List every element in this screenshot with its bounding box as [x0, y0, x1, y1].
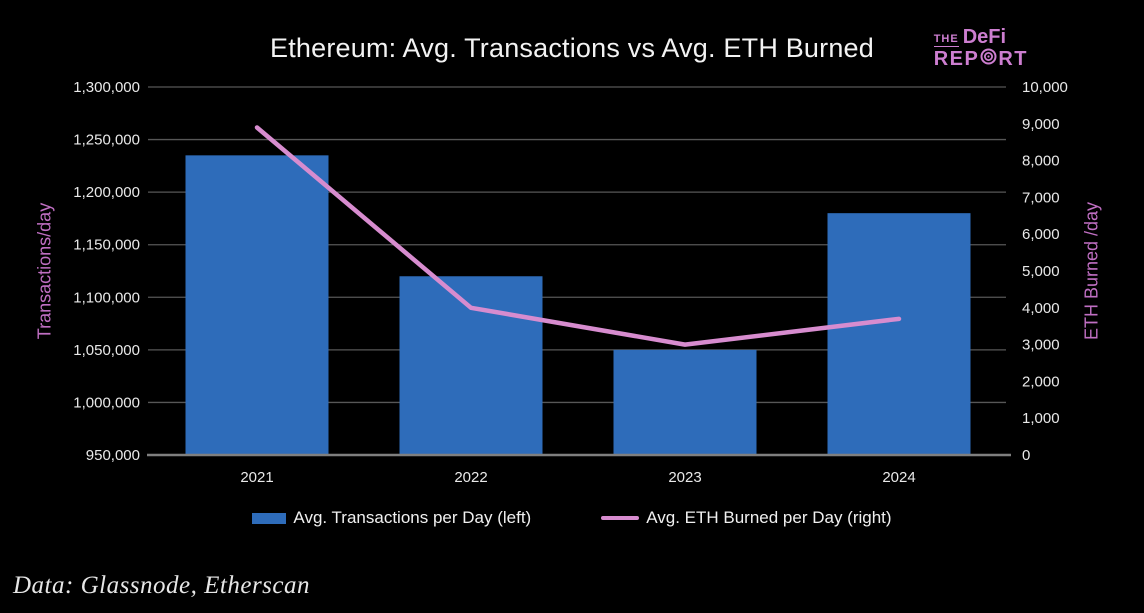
right-tick-label: 7,000 — [1022, 189, 1060, 206]
right-tick-label: 0 — [1022, 447, 1030, 464]
left-tick-label: 1,050,000 — [73, 342, 140, 359]
logo-rep-text: REP — [933, 47, 980, 70]
left-tick-label: 1,100,000 — [73, 289, 140, 306]
right-tick-label: 6,000 — [1022, 226, 1060, 243]
right-tick-label: 1,000 — [1022, 410, 1060, 427]
left-tick-label: 1,150,000 — [73, 237, 140, 254]
logo-defi-text: DeFi — [962, 26, 1007, 48]
defi-report-logo: THE DeFi REP RT — [933, 26, 1028, 69]
x-tick-label-2021: 2021 — [240, 469, 273, 486]
logo-rt-text: RT — [998, 47, 1028, 70]
right-axis-title: ETH Burned /day — [1081, 201, 1102, 341]
legend-label-transactions: Avg. Transactions per Day (left) — [293, 508, 532, 527]
chart-title: Ethereum: Avg. Transactions vs Avg. ETH … — [269, 33, 874, 63]
bar-2021 — [185, 155, 329, 456]
logo-the-text: THE — [933, 33, 959, 47]
right-tick-label: 3,000 — [1022, 337, 1060, 354]
right-tick-label: 9,000 — [1022, 116, 1060, 133]
bar-2022 — [399, 276, 543, 455]
eth-burned-line — [254, 125, 902, 347]
legend-line-swatch-icon — [601, 515, 640, 521]
x-tick-label-2022: 2022 — [454, 469, 487, 486]
x-tick-label-2024: 2024 — [882, 469, 915, 486]
right-tick-label: 5,000 — [1022, 263, 1060, 280]
logo-line-1: THE DeFi — [933, 26, 1028, 48]
legend-bar-swatch-icon — [252, 512, 287, 524]
left-tick-label: 1,250,000 — [73, 132, 140, 149]
legend-item-transactions: Avg. Transactions per Day (left) — [252, 508, 531, 528]
legend: Avg. Transactions per Day (left) Avg. ET… — [0, 504, 1144, 532]
legend-label-eth-burned: Avg. ETH Burned per Day (right) — [646, 508, 892, 527]
x-tick-label-2023: 2023 — [668, 469, 701, 486]
right-tick-label: 2,000 — [1022, 373, 1060, 390]
logo-line-2: REP RT — [934, 48, 1028, 69]
left-axis-title: Transactions/day — [34, 202, 55, 340]
bullseye-icon — [980, 48, 997, 69]
data-source-note: Data: Glassnode, Etherscan — [13, 572, 310, 599]
bar-2024 — [827, 213, 971, 455]
left-tick-label: 1,000,000 — [73, 394, 140, 411]
right-tick-label: 4,000 — [1022, 300, 1060, 317]
left-tick-label: 1,200,000 — [73, 184, 140, 201]
left-tick-label: 1,300,000 — [73, 79, 140, 96]
left-tick-label: 950,000 — [86, 447, 140, 464]
legend-item-eth-burned: Avg. ETH Burned per Day (right) — [601, 508, 892, 528]
bar-2023 — [613, 349, 757, 455]
right-tick-label: 10,000 — [1022, 79, 1068, 96]
right-tick-label: 8,000 — [1022, 153, 1060, 170]
